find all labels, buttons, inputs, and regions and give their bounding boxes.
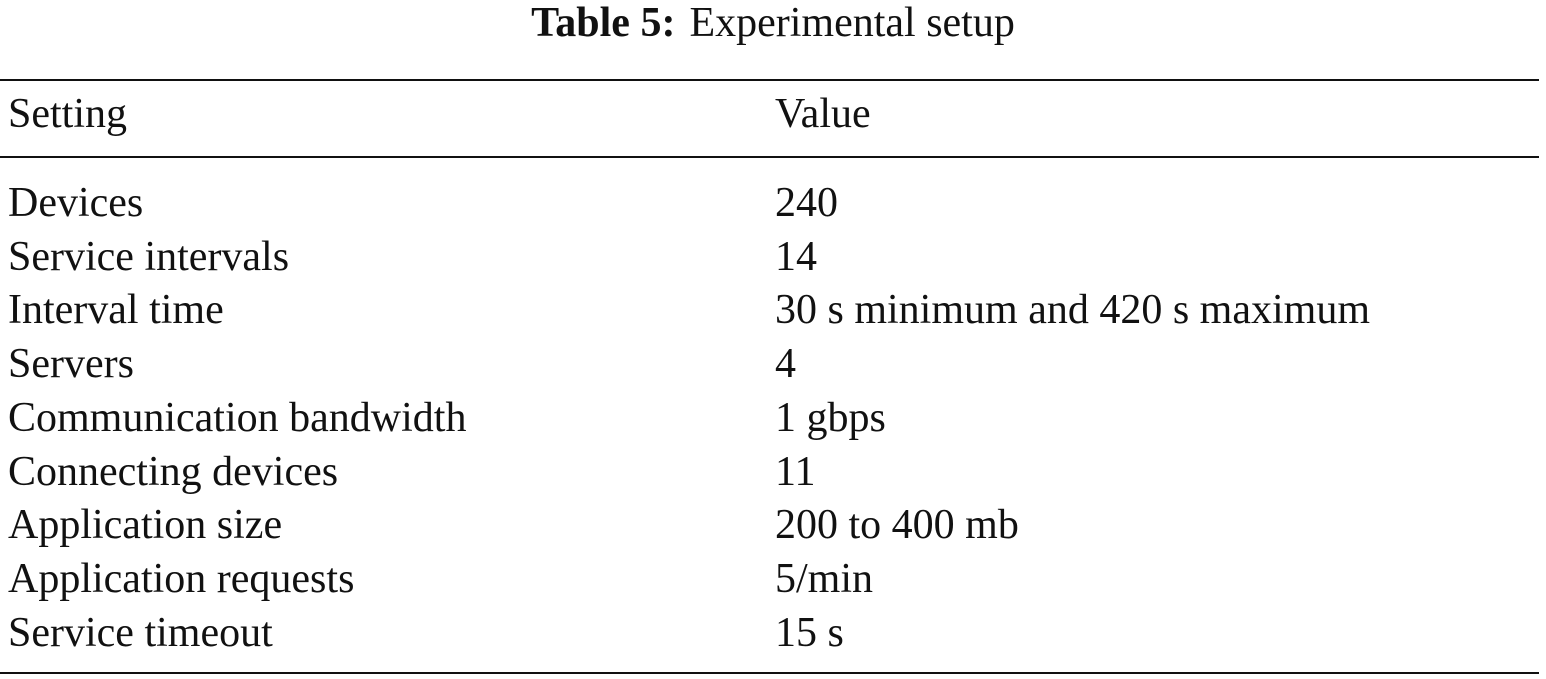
setting-cell: Application requests bbox=[8, 555, 355, 602]
top-rule bbox=[0, 79, 1539, 81]
setting-cell: Service intervals bbox=[8, 233, 290, 280]
setting-cell: Application size bbox=[8, 502, 283, 549]
setting-cell: Communication bandwidth bbox=[8, 394, 467, 441]
setting-cell: Interval time bbox=[8, 287, 224, 334]
value-cell: 1 gbps bbox=[775, 394, 886, 441]
value-cell: 200 to 400 mb bbox=[775, 502, 1019, 549]
value-cell: 4 bbox=[775, 341, 796, 388]
value-cell: 15 s bbox=[775, 609, 844, 656]
setting-cell: Devices bbox=[8, 180, 144, 226]
setting-cell: Connecting devices bbox=[8, 448, 339, 495]
value-cell: 30 s minimum and 420 s maximum bbox=[775, 287, 1370, 334]
value-cell: 11 bbox=[775, 448, 816, 495]
mid-rule bbox=[0, 156, 1539, 158]
value-cell: 240 bbox=[775, 180, 838, 226]
value-cell: 5/min bbox=[775, 555, 874, 602]
setting-cell: Service timeout bbox=[8, 609, 273, 656]
bottom-rule bbox=[0, 672, 1539, 674]
header-cell: Setting bbox=[8, 91, 128, 137]
caption-label: Table 5: bbox=[531, 0, 676, 46]
caption-text: Experimental setup bbox=[689, 0, 1015, 46]
table-caption: Table 5: Experimental setup bbox=[0, 0, 1546, 46]
header-cell: Value bbox=[775, 91, 871, 137]
value-cell: 14 bbox=[775, 233, 817, 280]
setting-cell: Servers bbox=[8, 341, 134, 388]
